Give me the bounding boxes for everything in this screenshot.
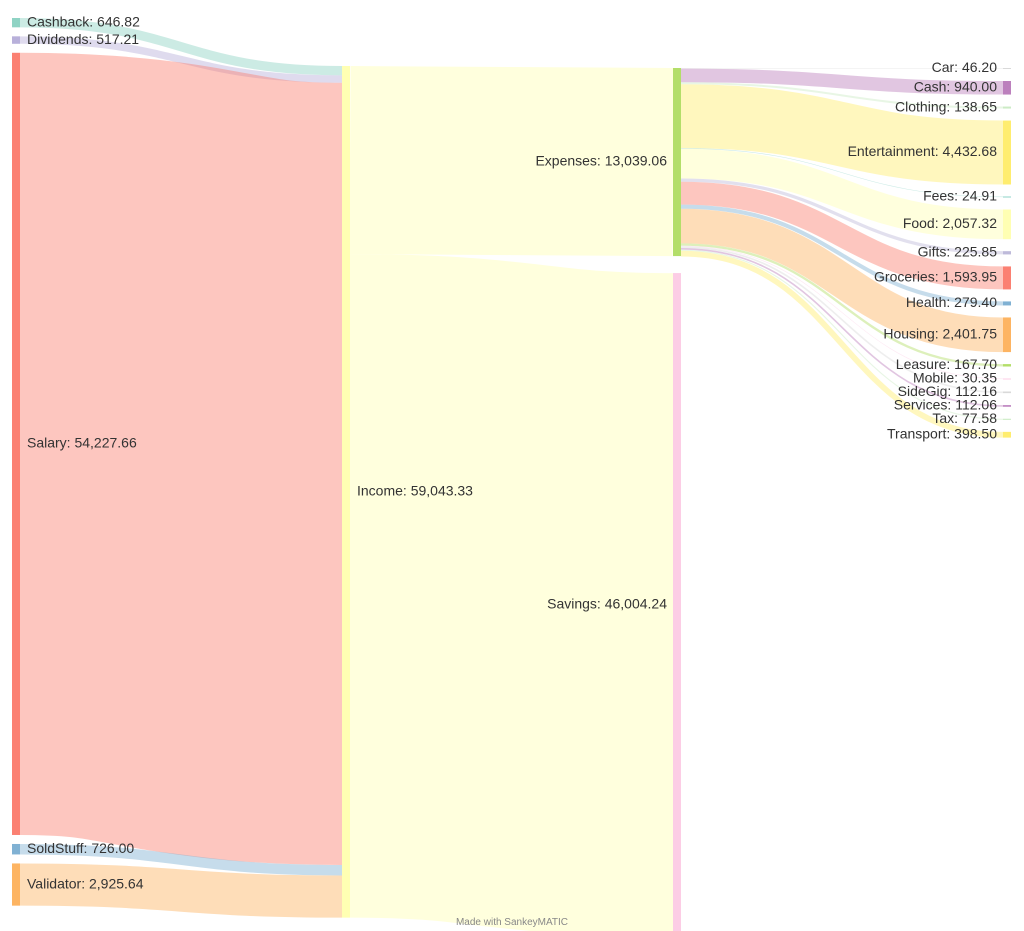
- link-expenses-groceries: [680, 181, 1004, 290]
- node-food: [1003, 209, 1011, 240]
- node-expenses: [673, 68, 681, 257]
- node-label-income: Income: 59,043.33: [357, 483, 473, 499]
- node-label-gifts: Gifts: 225.85: [918, 244, 998, 260]
- link-expenses-clothing: [680, 82, 1004, 109]
- node-leasure: [1003, 364, 1011, 367]
- links-layer: [16, 17, 1004, 931]
- link-expenses-entertainment: [680, 84, 1004, 185]
- node-label-services: Services: 112.06: [894, 397, 997, 413]
- credit-text: Made with SankeyMATIC: [456, 917, 568, 928]
- node-label-cash: Cash: 940.00: [914, 78, 997, 94]
- link-soldstuff-income: [19, 843, 343, 876]
- link-expenses-sidegig: [680, 246, 1004, 394]
- link-income-savings: [348, 254, 675, 931]
- link-dividends-income: [19, 36, 343, 83]
- link-income-expenses: [349, 65, 674, 257]
- node-car: [1003, 68, 1011, 69]
- node-clothing: [1003, 106, 1011, 109]
- node-label-cashback: Cashback: 646.82: [27, 13, 140, 29]
- link-expenses-fees: [680, 148, 1004, 198]
- node-label-car: Car: 46.20: [932, 59, 998, 75]
- node-gifts: [1003, 251, 1011, 255]
- link-expenses-cash: [680, 68, 1004, 95]
- node-transport: [1003, 431, 1011, 438]
- node-label-mobile: Mobile: 30.35: [913, 370, 997, 386]
- node-salary: [12, 52, 20, 835]
- node-label-savings: Savings: 46,004.24: [547, 596, 667, 612]
- nodes-layer: [12, 18, 1011, 931]
- node-housing: [1003, 317, 1011, 353]
- node-validator: [12, 863, 20, 906]
- node-label-expenses: Expenses: 13,039.06: [535, 153, 667, 169]
- node-income: [342, 66, 350, 918]
- node-tax: [1003, 418, 1011, 420]
- node-cash: [1003, 81, 1011, 95]
- node-health: [1003, 301, 1011, 306]
- link-cashback-income: [19, 17, 343, 76]
- labels-layer: Cashback: 646.82 Dividends: 517.21 Salary:…: [27, 13, 997, 891]
- node-savings: [673, 273, 681, 931]
- node-soldstuff: [12, 843, 20, 855]
- node-mobile: [1003, 378, 1011, 380]
- node-label-sidegig: SideGig: 112.16: [898, 383, 998, 399]
- node-label-soldstuff: SoldStuff: 726.00: [27, 840, 134, 856]
- link-expenses-health: [680, 204, 1004, 306]
- node-label-fees: Fees: 24.91: [923, 188, 997, 204]
- node-label-transport: Transport: 398.50: [887, 425, 997, 441]
- node-sidegig: [1003, 391, 1011, 394]
- link-expenses-leasure: [680, 243, 1004, 367]
- link-expenses-food: [680, 148, 1004, 240]
- node-label-food: Food: 2,057.32: [903, 215, 997, 231]
- link-expenses-housing: [680, 208, 1004, 353]
- node-dividends: [12, 36, 20, 44]
- node-label-entertainment: Entertainment: 4,432.68: [848, 143, 998, 159]
- node-label-salary: Salary: 54,227.66: [27, 435, 137, 451]
- node-label-health: Health: 279.40: [906, 294, 997, 310]
- node-label-clothing: Clothing: 138.65: [895, 98, 997, 114]
- link-salary-income: [16, 52, 346, 865]
- link-expenses-mobile: [680, 245, 1004, 380]
- link-expenses-services: [680, 247, 1004, 407]
- link-expenses-transport: [680, 250, 1004, 438]
- link-expenses-tax: [680, 249, 1004, 420]
- node-label-validator: Validator: 2,925.64: [27, 875, 144, 891]
- node-services: [1003, 405, 1011, 407]
- node-label-leasure: Leasure: 167.70: [896, 356, 997, 372]
- link-expenses-gifts: [680, 178, 1004, 255]
- node-fees: [1003, 196, 1011, 198]
- node-groceries: [1003, 266, 1011, 290]
- node-entertainment: [1003, 120, 1011, 185]
- node-label-dividends: Dividends: 517.21: [27, 31, 139, 47]
- node-label-tax: Tax: 77.58: [932, 410, 997, 426]
- node-label-groceries: Groceries: 1,593.95: [874, 269, 997, 285]
- node-label-housing: Housing: 2,401.75: [883, 325, 997, 341]
- link-validator-income: [19, 863, 343, 918]
- node-cashback: [12, 18, 20, 28]
